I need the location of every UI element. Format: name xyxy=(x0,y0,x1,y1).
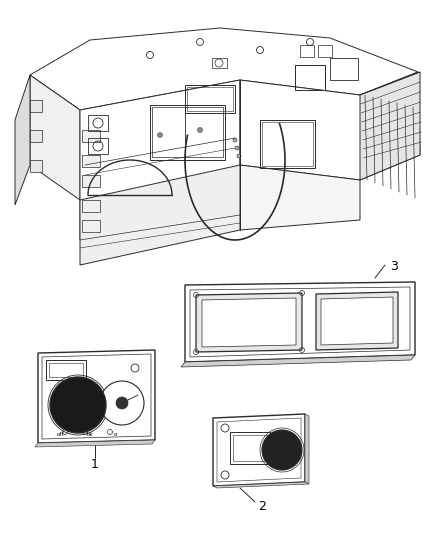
Circle shape xyxy=(158,133,162,138)
Polygon shape xyxy=(213,414,305,486)
Polygon shape xyxy=(35,440,155,447)
Text: off: off xyxy=(57,432,64,438)
Polygon shape xyxy=(80,80,240,240)
Polygon shape xyxy=(213,482,309,488)
Polygon shape xyxy=(202,298,296,347)
Polygon shape xyxy=(240,165,360,230)
Text: 3: 3 xyxy=(390,260,398,273)
Circle shape xyxy=(237,154,241,158)
Polygon shape xyxy=(305,414,309,484)
Polygon shape xyxy=(30,28,418,110)
Bar xyxy=(187,87,233,111)
Text: 2: 2 xyxy=(258,500,266,513)
Bar xyxy=(82,175,100,187)
Bar xyxy=(330,58,358,80)
Bar xyxy=(295,65,325,90)
Bar xyxy=(212,58,227,68)
Circle shape xyxy=(233,138,237,142)
Bar xyxy=(88,138,108,154)
Bar xyxy=(88,115,108,131)
Bar xyxy=(152,107,223,157)
Bar xyxy=(185,85,235,113)
Bar xyxy=(49,363,83,377)
Bar xyxy=(46,360,86,380)
Bar xyxy=(82,200,100,212)
Circle shape xyxy=(100,381,144,425)
Circle shape xyxy=(262,430,302,470)
Polygon shape xyxy=(240,72,420,180)
Bar xyxy=(233,435,267,461)
Polygon shape xyxy=(38,350,155,443)
Circle shape xyxy=(116,397,128,409)
Bar xyxy=(82,130,100,142)
Bar xyxy=(260,120,315,168)
Polygon shape xyxy=(185,282,415,362)
Bar xyxy=(300,45,314,57)
Bar xyxy=(230,432,270,464)
Bar xyxy=(318,45,332,57)
Bar xyxy=(30,160,42,172)
Bar xyxy=(82,220,100,232)
Bar xyxy=(30,100,42,112)
Text: bk: bk xyxy=(87,432,93,438)
Polygon shape xyxy=(181,355,415,367)
Polygon shape xyxy=(316,292,398,350)
Bar xyxy=(82,155,100,167)
Bar xyxy=(150,105,225,160)
Circle shape xyxy=(235,146,239,150)
Bar xyxy=(262,122,313,166)
Circle shape xyxy=(50,377,106,433)
Text: 1: 1 xyxy=(91,457,99,471)
Polygon shape xyxy=(80,165,240,265)
Polygon shape xyxy=(196,293,302,352)
Polygon shape xyxy=(321,297,393,345)
Polygon shape xyxy=(15,75,30,205)
Text: o: o xyxy=(113,432,117,438)
Bar xyxy=(30,130,42,142)
Polygon shape xyxy=(360,72,420,180)
Polygon shape xyxy=(30,75,80,200)
Circle shape xyxy=(198,127,202,133)
